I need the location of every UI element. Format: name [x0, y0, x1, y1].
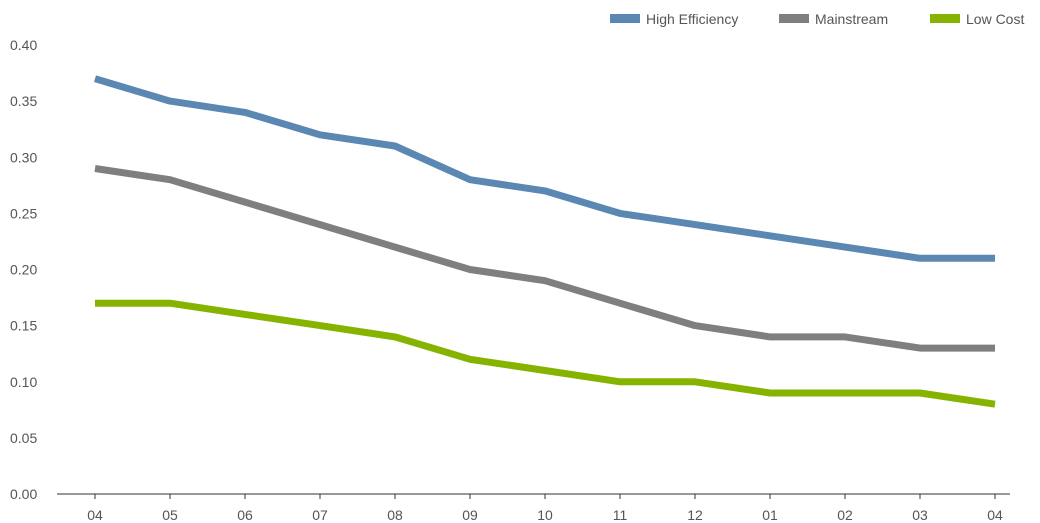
y-axis: 0.00 0.05 0.10 0.15 0.20 0.25 0.30 0.35 0.40 — [10, 37, 37, 502]
y-tick-label: 0.40 — [10, 37, 37, 53]
series-line-high-efficiency — [93, 75, 995, 262]
y-tick-label: 0.10 — [10, 374, 37, 390]
y-tick-label: 0.25 — [10, 205, 37, 221]
y-tick-label: 0.00 — [10, 486, 37, 502]
legend-swatch — [930, 14, 960, 23]
x-tick-label: 02 — [837, 507, 853, 523]
y-tick-label: 0.05 — [10, 430, 37, 446]
legend-swatch — [779, 14, 809, 23]
x-axis: 04 05 06 07 08 09 10 11 12 01 02 03 04 — [57, 493, 1010, 523]
series-line-low-cost — [95, 299, 996, 408]
x-tick-label: 03 — [912, 507, 928, 523]
x-tick-label: 12 — [687, 507, 703, 523]
x-tick-label: 05 — [162, 507, 178, 523]
legend: High Efficiency Mainstream Low Cost — [610, 11, 1024, 27]
x-tick-label: 01 — [762, 507, 778, 523]
x-tick-label: 04 — [87, 507, 103, 523]
legend-label: High Efficiency — [646, 11, 738, 27]
legend-swatch — [610, 14, 640, 23]
x-tick-label: 09 — [462, 507, 478, 523]
legend-label: Low Cost — [966, 11, 1024, 27]
x-tick-label: 08 — [387, 507, 403, 523]
x-tick-label: 10 — [537, 507, 553, 523]
y-tick-label: 0.15 — [10, 318, 37, 334]
legend-label: Mainstream — [815, 11, 888, 27]
x-tick-label: 04 — [987, 507, 1003, 523]
x-tick-label: 11 — [613, 507, 628, 523]
y-tick-label: 0.20 — [10, 262, 37, 278]
y-tick-label: 0.35 — [10, 93, 37, 109]
series-layer — [93, 75, 996, 408]
x-tick-label: 06 — [237, 507, 253, 523]
y-tick-label: 0.30 — [10, 149, 37, 165]
x-tick-label: 07 — [312, 507, 328, 523]
series-line-mainstream — [94, 165, 995, 352]
